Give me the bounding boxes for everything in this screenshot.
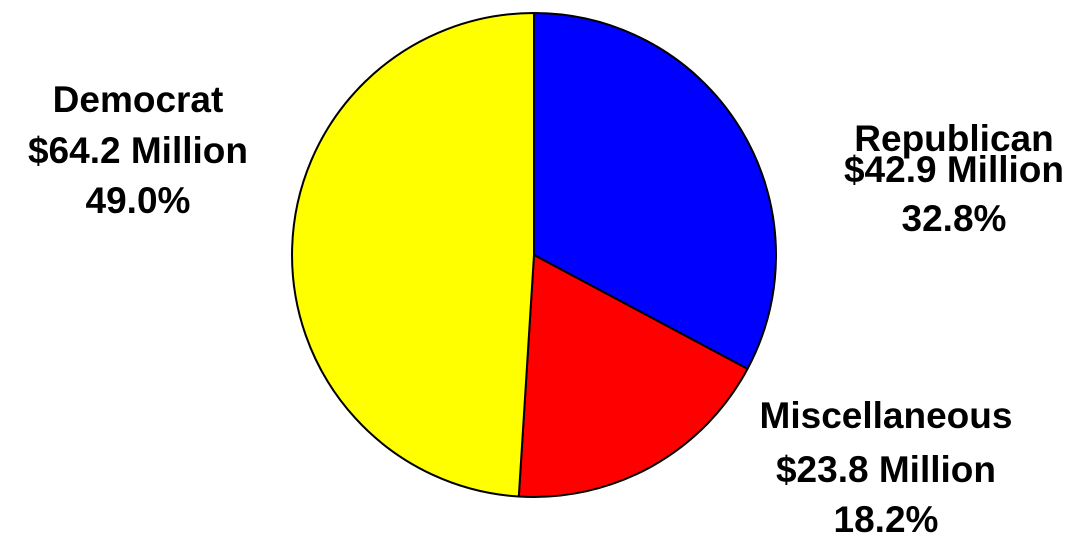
label-miscellaneous-name: Miscellaneous <box>760 395 1013 436</box>
pie-slice-republican <box>533 12 777 370</box>
label-miscellaneous-percent: 18.2% <box>834 499 939 540</box>
label-republican-amount: $42.9 Million <box>844 149 1064 190</box>
label-democrat-percent: 49.0% <box>86 180 191 221</box>
label-republican-percent: 32.8% <box>902 198 1007 239</box>
label-republican-name: Republican <box>854 118 1053 159</box>
pie-slice-democrat <box>291 12 535 498</box>
label-democrat-name: Democrat <box>53 79 224 120</box>
label-miscellaneous-amount: $23.8 Million <box>776 449 996 490</box>
pie-slice-miscellaneous <box>517 254 749 498</box>
label-miscellaneous: Miscellaneous $23.8 Million 18.2% <box>760 395 1013 540</box>
label-democrat-amount: $64.2 Million <box>28 130 248 171</box>
pie-slices <box>291 12 777 498</box>
label-republican: Republican $42.9 Million 32.8% <box>844 118 1064 239</box>
label-democrat: Democrat $64.2 Million 49.0% <box>28 79 248 221</box>
